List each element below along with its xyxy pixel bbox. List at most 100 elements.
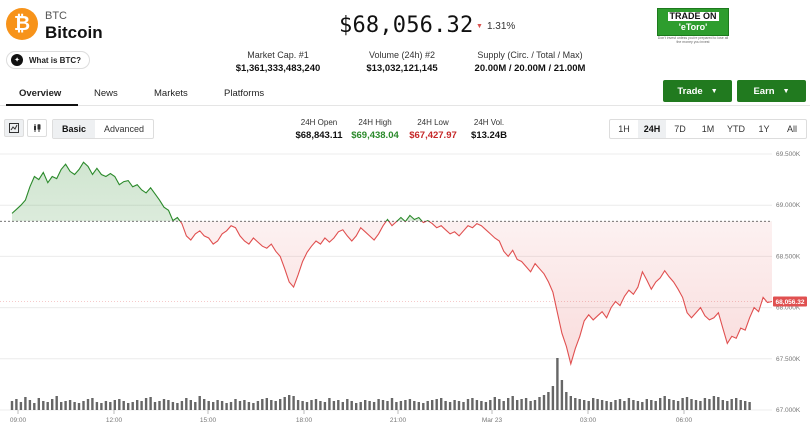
volume-bar	[413, 401, 416, 410]
volume-bar	[480, 401, 483, 410]
volume-bar	[453, 400, 456, 410]
volume-bar	[42, 401, 45, 410]
ad-line1: TRADE ON	[667, 11, 719, 21]
tab-platforms[interactable]: Platforms	[224, 88, 265, 99]
volume-bar	[33, 403, 36, 410]
y-tick-label: 68.500K	[776, 253, 801, 260]
volume-bar	[301, 401, 304, 410]
etoro-ad[interactable]: TRADE ON 'eToro' Don't invest unless you…	[657, 8, 729, 46]
current-price: $68,056.32	[339, 13, 474, 38]
volume-bar	[377, 399, 380, 410]
tab-markets[interactable]: Markets	[154, 88, 188, 99]
advanced-mode-button[interactable]: Advanced	[104, 124, 145, 134]
volume-bar	[507, 398, 510, 410]
volume-bar	[484, 402, 488, 410]
volume-bar	[46, 402, 49, 410]
volume-bar	[641, 402, 644, 410]
volume-bar	[189, 400, 192, 410]
volume-bar	[685, 397, 689, 410]
stat-label: Volume (24h) #2	[368, 50, 436, 60]
range-ytd[interactable]: YTD	[727, 124, 745, 134]
what-is-btc-label: What is BTC?	[29, 55, 81, 65]
volume-bar	[565, 392, 568, 410]
chevron-down-icon: ▼	[710, 87, 718, 95]
volume-bar	[645, 399, 648, 410]
trade-label: Trade	[677, 85, 703, 97]
volume-bar	[694, 400, 698, 410]
volume-bar	[64, 401, 67, 410]
volume-bar	[270, 400, 273, 410]
volume-bar	[712, 396, 716, 410]
volume-bar	[37, 398, 40, 410]
volume-bar	[498, 399, 501, 410]
x-tick-label: 03:00	[580, 417, 597, 424]
active-tab-indicator	[6, 104, 78, 106]
bitcoin-logo-icon: ₿	[6, 8, 38, 40]
volume-bar	[636, 401, 640, 410]
volume-bar	[100, 403, 103, 410]
volume-bar	[475, 400, 479, 410]
price-line-up	[11, 161, 430, 222]
ohlc-volume: 24H Vol. $13.24B	[464, 118, 514, 141]
volume-bar	[171, 402, 175, 410]
volume-bar	[176, 403, 179, 410]
etoro-ad-box: TRADE ON 'eToro'	[657, 8, 729, 36]
range-1h[interactable]: 1H	[618, 124, 630, 134]
candlestick-icon[interactable]	[27, 119, 47, 137]
stat-value: 20.00M / 20.00M / 21.00M	[474, 63, 586, 74]
earn-button[interactable]: Earn ▼	[737, 80, 806, 102]
price-chart[interactable]: 69.500K 69.000K 68.500K 68.000K 67.500K 67.00…	[0, 144, 810, 424]
volume-bar	[131, 402, 134, 410]
volume-bar	[167, 400, 170, 410]
volume-bar	[408, 399, 412, 410]
volume-bar	[659, 398, 662, 410]
volume-bar	[144, 398, 148, 410]
area-chart-icon[interactable]	[4, 119, 24, 137]
range-1m[interactable]: 1M	[701, 124, 715, 134]
volume-bar	[623, 401, 626, 410]
volume-bar	[82, 401, 85, 410]
volume-bar	[533, 400, 537, 410]
volume-bar	[471, 398, 474, 410]
tab-overview[interactable]: Overview	[19, 88, 62, 99]
trade-button[interactable]: Trade ▼	[663, 80, 732, 102]
volume-bar	[583, 400, 586, 410]
basic-mode-button[interactable]: Basic	[53, 120, 96, 138]
ohlc-value: $69,438.04	[351, 130, 399, 141]
range-7d[interactable]: 7D	[674, 124, 686, 134]
volume-bar	[238, 401, 242, 410]
range-1y[interactable]: 1Y	[758, 124, 770, 134]
x-tick-label: Mar 23	[482, 417, 503, 424]
volume-bar	[399, 401, 403, 410]
earn-label: Earn	[753, 85, 775, 97]
stat-market-cap: Market Cap. #1 $1,361,333,483,240	[228, 50, 328, 74]
coin-name: Bitcoin	[45, 23, 103, 42]
volume-bar	[288, 395, 291, 410]
volume-bar	[60, 402, 63, 410]
ohlc-label: 24H High	[358, 118, 392, 127]
volume-bar	[663, 396, 666, 410]
volume-bar	[153, 402, 157, 410]
range-all[interactable]: All	[786, 124, 797, 134]
volume-bar	[296, 400, 300, 410]
range-24h[interactable]: 24H	[638, 120, 666, 138]
volume-bar	[122, 401, 125, 410]
volume-bar	[489, 400, 492, 410]
volume-bar	[574, 398, 577, 410]
x-tick-label: 06:00	[676, 417, 693, 424]
volume-bar	[91, 398, 94, 410]
volume-bar	[346, 399, 349, 410]
volume-bar	[359, 402, 362, 410]
price-line-down	[172, 221, 773, 366]
volume-bar	[368, 401, 371, 410]
what-is-btc-button[interactable]: ✦ What is BTC?	[6, 51, 90, 69]
tab-news[interactable]: News	[94, 88, 118, 99]
tab-bar: Overview News Markets Platforms	[0, 80, 810, 106]
volume-bar	[390, 398, 394, 410]
volume-bar	[596, 399, 599, 410]
volume-bar	[542, 395, 546, 410]
volume-bar	[19, 402, 23, 410]
chart-mode-toggle: Basic Advanced	[52, 119, 155, 139]
area-fill-up	[12, 162, 772, 222]
volume-bar	[274, 401, 277, 410]
